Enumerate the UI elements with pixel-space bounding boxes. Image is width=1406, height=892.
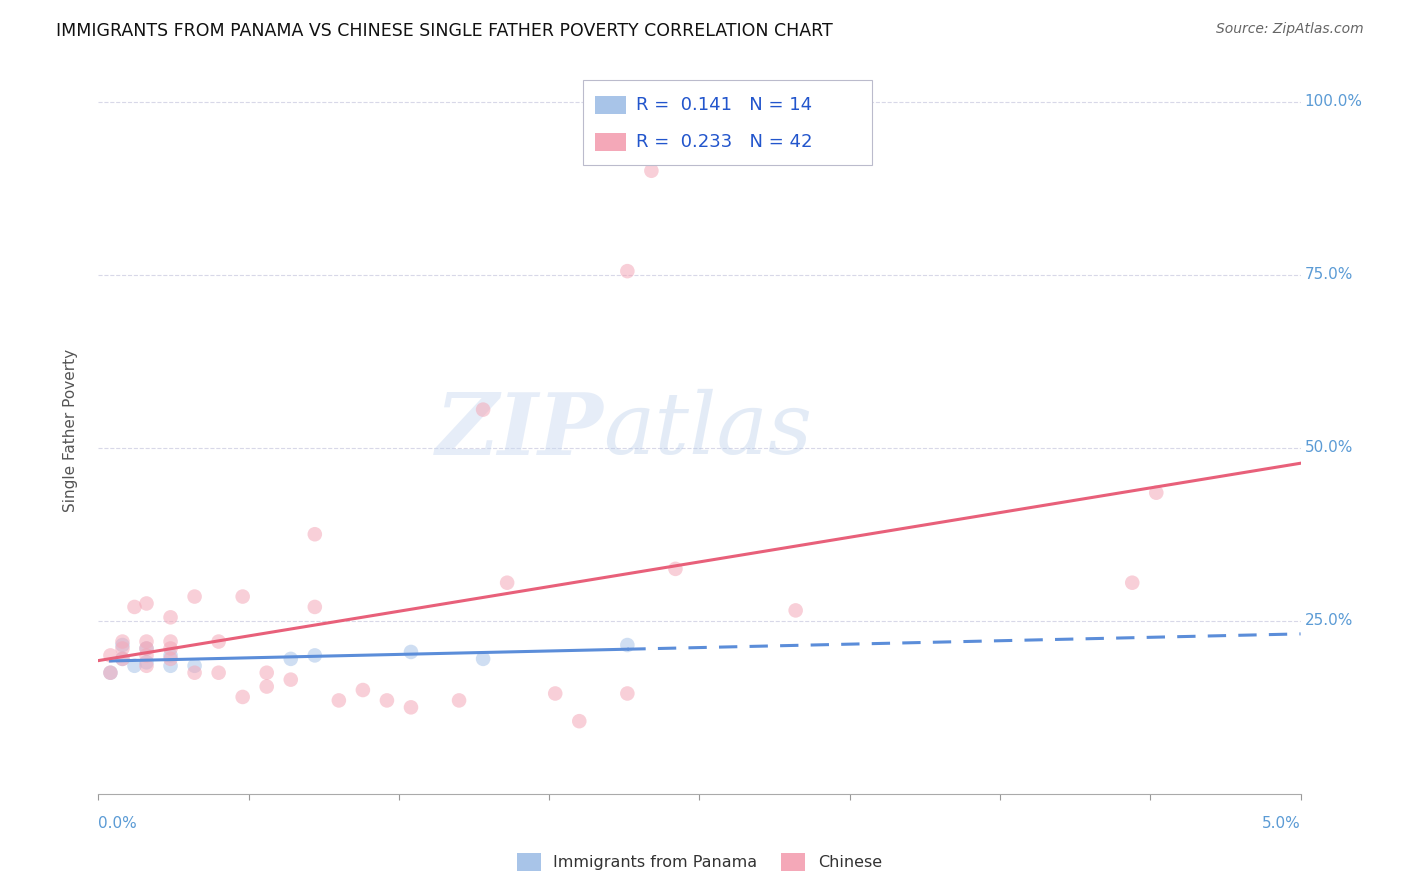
Point xyxy=(135,658,157,673)
Point xyxy=(111,652,134,666)
Point xyxy=(447,693,470,707)
Point xyxy=(135,641,157,656)
Point xyxy=(111,652,134,666)
Point xyxy=(304,648,326,663)
Text: ZIP: ZIP xyxy=(436,389,603,472)
Point xyxy=(159,652,181,666)
Point xyxy=(111,638,134,652)
Point xyxy=(100,665,122,680)
Point xyxy=(135,634,157,648)
Point xyxy=(135,648,157,663)
Point xyxy=(616,264,638,278)
Text: 25.0%: 25.0% xyxy=(1305,614,1353,628)
Text: 0.0%: 0.0% xyxy=(98,816,138,830)
Point xyxy=(135,597,157,611)
Text: R =  0.141   N = 14: R = 0.141 N = 14 xyxy=(636,96,811,114)
Point xyxy=(183,590,205,604)
Point xyxy=(544,686,567,700)
Point xyxy=(1144,485,1167,500)
Point xyxy=(183,658,205,673)
Point xyxy=(100,648,122,663)
Text: 100.0%: 100.0% xyxy=(1305,94,1362,109)
Point xyxy=(208,665,231,680)
Point xyxy=(111,634,134,648)
Point xyxy=(472,402,495,417)
Point xyxy=(280,652,302,666)
Text: 75.0%: 75.0% xyxy=(1305,267,1353,282)
Point xyxy=(280,673,302,687)
Text: 50.0%: 50.0% xyxy=(1305,440,1353,455)
Text: Source: ZipAtlas.com: Source: ZipAtlas.com xyxy=(1216,22,1364,37)
Point xyxy=(159,641,181,656)
Point xyxy=(399,645,422,659)
Legend: Immigrants from Panama, Chinese: Immigrants from Panama, Chinese xyxy=(510,847,889,878)
Point xyxy=(472,652,495,666)
Point xyxy=(256,665,278,680)
Text: IMMIGRANTS FROM PANAMA VS CHINESE SINGLE FATHER POVERTY CORRELATION CHART: IMMIGRANTS FROM PANAMA VS CHINESE SINGLE… xyxy=(56,22,832,40)
Point xyxy=(785,603,807,617)
Point xyxy=(352,683,374,698)
Point xyxy=(208,634,231,648)
Point xyxy=(496,575,519,590)
Point xyxy=(111,641,134,656)
Text: 5.0%: 5.0% xyxy=(1261,816,1301,830)
Point xyxy=(640,163,662,178)
Point xyxy=(304,599,326,614)
Point xyxy=(328,693,350,707)
Point xyxy=(664,562,686,576)
Point xyxy=(1121,575,1143,590)
Point xyxy=(100,665,122,680)
Point xyxy=(616,686,638,700)
Point xyxy=(135,656,157,670)
Text: R =  0.233   N = 42: R = 0.233 N = 42 xyxy=(636,133,813,151)
Point xyxy=(159,610,181,624)
Point xyxy=(304,527,326,541)
Point xyxy=(159,658,181,673)
Point xyxy=(159,634,181,648)
Point xyxy=(135,641,157,656)
Point xyxy=(375,693,398,707)
Point xyxy=(232,690,254,704)
Text: atlas: atlas xyxy=(603,389,813,472)
Point xyxy=(232,590,254,604)
Point xyxy=(124,658,146,673)
Point xyxy=(124,599,146,614)
Y-axis label: Single Father Poverty: Single Father Poverty xyxy=(63,349,77,512)
Point xyxy=(399,700,422,714)
Point xyxy=(616,638,638,652)
Point xyxy=(568,714,591,728)
Point xyxy=(159,648,181,663)
Point xyxy=(256,680,278,694)
Point xyxy=(183,665,205,680)
